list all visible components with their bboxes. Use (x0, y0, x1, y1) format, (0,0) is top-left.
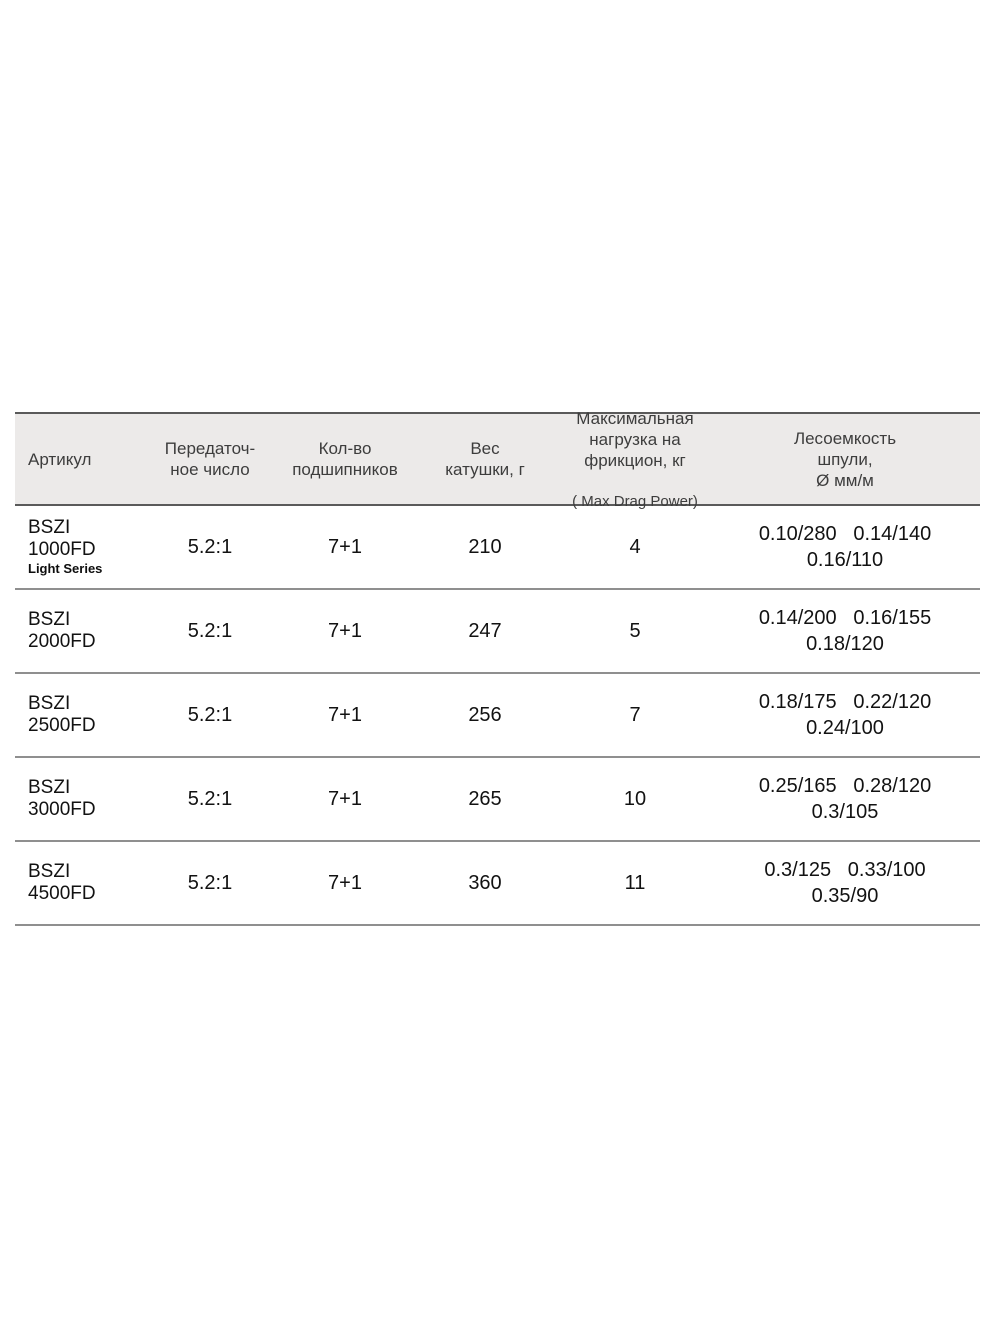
table-row: BSZI 3000FD 5.2:1 7+1 265 10 0.25/165 0.… (15, 758, 980, 842)
cell-bearings: 7+1 (328, 535, 362, 558)
cell-gear-ratio: 5.2:1 (187, 703, 233, 726)
spec-table: Артикул Передаточ- ное число Кол-во подш… (15, 409, 980, 926)
header-cell-article: Артикул (28, 449, 92, 469)
table-row: BSZI 4500FD 5.2:1 7+1 360 11 0.3/125 0.3… (15, 842, 980, 926)
cell-bearings: 7+1 (328, 703, 362, 726)
cell-line-capacity: 0.3/125 0.33/100 0.35/90 (710, 857, 980, 909)
cell-weight: 265 (468, 787, 502, 810)
cell-line-capacity: 0.14/200 0.16/155 0.18/120 (710, 605, 980, 657)
capacity-line: 0.24/100 (806, 717, 884, 739)
table-row: BSZI 1000FD Light Series 5.2:1 7+1 210 4… (15, 506, 980, 590)
cell-article: BSZI 1000FD Light Series (15, 517, 140, 577)
cell-max-drag: 10 (623, 787, 647, 810)
cell-gear-ratio: 5.2:1 (187, 871, 233, 894)
capacity-line: 0.25/165 0.28/120 (758, 775, 932, 797)
cell-weight: 210 (468, 535, 502, 558)
article-code: BSZI 4500FD (28, 861, 96, 904)
header-cell-gear-ratio: Передаточ- ное число (164, 439, 256, 479)
article-code: BSZI 1000FD (28, 517, 96, 560)
capacity-line: 0.35/90 (811, 885, 879, 907)
article-code: BSZI 2000FD (28, 609, 96, 652)
header-cell-line-capacity: Лесоемкость шпули, Ø мм/м (793, 428, 897, 490)
cell-line-capacity: 0.10/280 0.14/140 0.16/110 (710, 521, 980, 573)
header-cell-max-drag: Максимальная нагрузка на фрикцион, кг ( … (560, 387, 710, 532)
cell-bearings: 7+1 (328, 787, 362, 810)
cell-line-capacity: 0.25/165 0.28/120 0.3/105 (710, 773, 980, 825)
capacity-line: 0.18/120 (806, 633, 884, 655)
cell-weight: 247 (468, 619, 502, 642)
cell-max-drag: 7 (629, 703, 641, 726)
cell-weight: 256 (468, 703, 502, 726)
cell-article: BSZI 3000FD (15, 777, 140, 821)
cell-bearings: 7+1 (328, 619, 362, 642)
cell-gear-ratio: 5.2:1 (187, 787, 233, 810)
cell-max-drag: 4 (629, 535, 641, 558)
header-cell-weight: Вес катушки, г (445, 439, 525, 479)
cell-weight: 360 (468, 871, 502, 894)
cell-bearings: 7+1 (328, 871, 362, 894)
table-header-row: Артикул Передаточ- ное число Кол-во подш… (15, 409, 980, 510)
cell-line-capacity: 0.18/175 0.22/120 0.24/100 (710, 689, 980, 741)
capacity-line: 0.3/105 (811, 801, 879, 823)
table-row: BSZI 2500FD 5.2:1 7+1 256 7 0.18/175 0.2… (15, 674, 980, 758)
cell-article: BSZI 4500FD (15, 861, 140, 905)
article-code: BSZI 3000FD (28, 777, 96, 820)
capacity-line: 0.16/110 (806, 549, 884, 571)
capacity-line: 0.18/175 0.22/120 (758, 691, 932, 713)
capacity-line: 0.10/280 0.14/140 (758, 523, 932, 545)
cell-gear-ratio: 5.2:1 (187, 535, 233, 558)
capacity-line: 0.3/125 0.33/100 (764, 859, 926, 881)
table-row: BSZI 2000FD 5.2:1 7+1 247 5 0.14/200 0.1… (15, 590, 980, 674)
article-code: BSZI 2500FD (28, 693, 96, 736)
cell-max-drag: 5 (629, 619, 641, 642)
header-max-drag-sublabel: ( Max Drag Power) (572, 492, 698, 510)
header-max-drag-label: Максимальная нагрузка на фрикцион, кг (576, 408, 694, 470)
header-cell-bearings: Кол-во подшипников (292, 439, 398, 479)
article-note: Light Series (28, 561, 103, 576)
cell-article: BSZI 2500FD (15, 693, 140, 737)
cell-max-drag: 11 (624, 871, 646, 894)
cell-gear-ratio: 5.2:1 (187, 619, 233, 642)
capacity-line: 0.14/200 0.16/155 (758, 607, 932, 629)
cell-article: BSZI 2000FD (15, 609, 140, 653)
